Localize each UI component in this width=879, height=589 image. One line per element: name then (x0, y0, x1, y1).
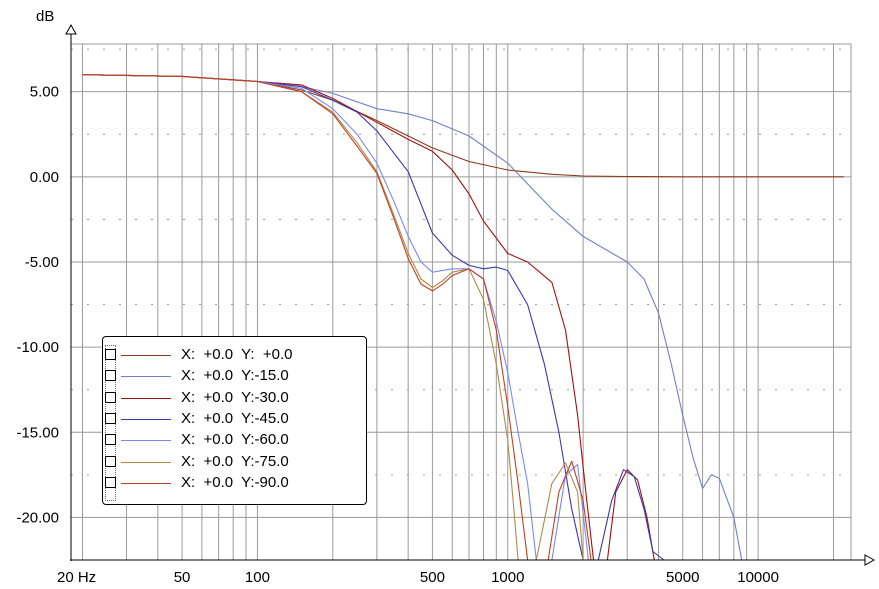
y-tick-label: 0.00 (30, 169, 59, 186)
legend-checkbox[interactable] (105, 476, 116, 488)
series-line-5 (82, 74, 584, 561)
legend-label: X: +0.0 Y:-30.0 (181, 388, 289, 406)
legend-item: X: +0.0 Y:-60.0 (103, 430, 366, 451)
legend-item: X: +0.0 Y: +0.0 (103, 345, 366, 366)
legend-item: X: +0.0 Y:-30.0 (103, 388, 366, 409)
x-tick-label: 5000 (666, 569, 699, 586)
series-line-0 (82, 74, 844, 178)
x-tick-label: 10000 (737, 569, 779, 586)
axes (65, 23, 876, 566)
legend-checkbox[interactable] (105, 412, 116, 424)
legend-swatch (121, 355, 171, 356)
legend-label: X: +0.0 Y:-90.0 (181, 473, 289, 491)
y-tick-label: 5.00 (30, 84, 59, 101)
y-axis-arrow-icon (65, 23, 77, 35)
legend-checkbox[interactable] (105, 370, 116, 382)
y-tick-label: -5.00 (25, 254, 59, 271)
grid (70, 43, 852, 561)
legend: X: +0.0 Y: +0.0 X: +0.0 Y:-15.0 X: +0.0 Y:… (102, 336, 367, 505)
y-axis-unit-label: dB (36, 8, 54, 25)
x-tick-label: 1000 (491, 569, 524, 586)
y-tick-label: -20.00 (16, 509, 59, 526)
x-tick-label: 50 (174, 569, 191, 586)
legend-label: X: +0.0 Y:-15.0 (181, 367, 289, 385)
legend-item: X: +0.0 Y:-75.0 (103, 452, 366, 473)
legend-label: X: +0.0 Y:-75.0 (181, 452, 289, 470)
tick-labels: 5.00 0.00 -5.00 -10.00 -15.00 -20.00 20 Hz 50 10… (16, 84, 779, 586)
legend-label: X: +0.0 Y:-60.0 (181, 431, 289, 449)
y-tick-label: -15.00 (16, 424, 59, 441)
legend-swatch (121, 397, 171, 399)
legend-swatch (121, 418, 171, 420)
legend-item: X: +0.0 Y:-15.0 (103, 366, 366, 387)
legend-item: X: +0.0 Y:-90.0 (103, 473, 366, 494)
legend-swatch (121, 461, 171, 463)
series-line-1 (82, 74, 743, 561)
legend-swatch (121, 482, 171, 484)
legend-item: X: +0.0 Y:-45.0 (103, 409, 366, 430)
legend-swatch (121, 440, 171, 442)
legend-label: X: +0.0 Y: +0.0 (181, 346, 293, 363)
x-tick-label: 500 (420, 569, 445, 586)
legend-label: X: +0.0 Y:-45.0 (181, 409, 289, 427)
legend-swatch (121, 376, 171, 378)
legend-checkbox[interactable] (105, 349, 116, 360)
legend-checkbox[interactable] (105, 455, 116, 467)
x-tick-label: 100 (245, 569, 270, 586)
legend-checkbox[interactable] (105, 391, 116, 403)
legend-checkbox[interactable] (105, 434, 116, 446)
x-axis-arrow-icon (864, 554, 876, 566)
series-line-2 (82, 74, 655, 561)
x-tick-label: 20 Hz (57, 569, 96, 586)
y-tick-label: -10.00 (16, 339, 59, 356)
series-line-3 (82, 74, 672, 561)
